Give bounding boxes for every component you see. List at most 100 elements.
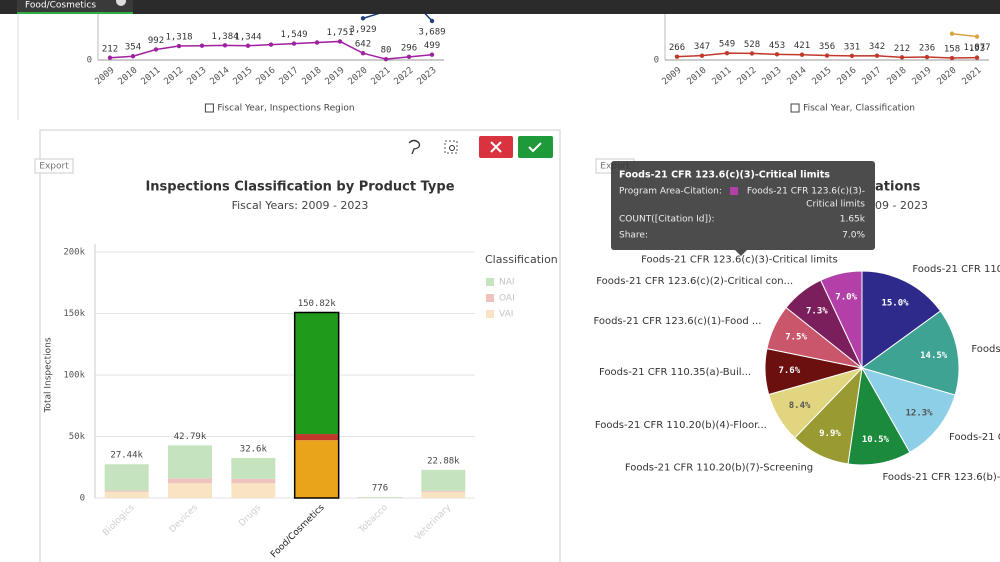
- point: [949, 55, 955, 61]
- legend-swatch: [486, 278, 494, 286]
- tab-label: Food/Cosmetics: [25, 1, 96, 11]
- chart-subtitle: Fiscal Years: 2009 - 2023: [232, 199, 369, 212]
- export-button[interactable]: [34, 158, 74, 174]
- lasso-icon[interactable]: [408, 139, 421, 155]
- slice-label: Foods-21 CFR 110.20(b)(4)-Floor...: [595, 420, 767, 431]
- point: [222, 43, 228, 48]
- value-label: 453: [769, 41, 785, 51]
- x-tick-label: 2021: [960, 66, 983, 88]
- y-tick-label: 150k: [63, 309, 85, 319]
- total-label: 42.79k: [174, 432, 207, 442]
- point: [974, 55, 980, 60]
- y-tick-label: 0: [654, 56, 659, 66]
- bar-segment: [421, 469, 466, 491]
- slice-label: Foods-21 CFR 110...: [912, 264, 1000, 275]
- point: [383, 56, 389, 62]
- x-tick-label: 2019: [910, 66, 933, 88]
- tooltip: Foods-21 CFR 123.6(c)(3)-Critical limits…: [611, 161, 875, 256]
- point: [429, 18, 435, 24]
- bar-segment: [168, 483, 212, 498]
- pie-slice: [861, 270, 942, 369]
- y-tick-label: 50k: [69, 432, 86, 442]
- x-tick-label: 2016: [254, 66, 277, 88]
- series-line: [362, 14, 433, 22]
- point: [799, 52, 805, 57]
- legend-label: NAI: [499, 278, 515, 288]
- slice-value-label: 8.4%: [789, 401, 811, 411]
- bar-segment: [104, 491, 149, 498]
- bar-segment: [231, 478, 276, 484]
- x-tick-label: 2010: [116, 66, 139, 88]
- point: [107, 55, 113, 60]
- x-tick-label: 2020: [346, 66, 369, 88]
- x-tick-label: 2012: [735, 66, 758, 88]
- point: [824, 53, 830, 58]
- bar-segment: [104, 464, 149, 491]
- slice-label: Foods-21 CFR 110.35(a)-Buil...: [599, 367, 751, 378]
- confirm-icon: [528, 142, 542, 153]
- value-label: 992: [148, 36, 164, 46]
- value-label: 212: [102, 44, 118, 54]
- point: [724, 50, 730, 56]
- pie-slice: [820, 270, 863, 369]
- value-label: 331: [844, 42, 860, 52]
- tooltip-label: Program Area-Citation:: [619, 187, 722, 197]
- chart-title: ations: [875, 180, 921, 195]
- x-axis-title: Fiscal Year, Classification: [803, 104, 915, 114]
- value-label: 236: [919, 44, 935, 54]
- confirm-button[interactable]: [518, 136, 553, 158]
- value-label: 296: [401, 43, 417, 53]
- tooltip-label: Share:: [619, 231, 648, 241]
- x-tick-label: 2021: [369, 66, 392, 88]
- bar-segment: [421, 490, 466, 492]
- sheet-tab[interactable]: [17, 0, 133, 12]
- tab-close[interactable]: [116, 0, 126, 6]
- value-label: 549: [719, 40, 735, 50]
- point: [153, 47, 159, 52]
- legend-label: OAI: [499, 294, 515, 304]
- value-label: 3,689: [418, 27, 445, 37]
- bar-segment: [231, 457, 276, 479]
- slice-value-label: 10.5%: [862, 435, 890, 445]
- point: [849, 53, 855, 59]
- tooltip-swatch: [730, 187, 738, 195]
- y-tick-label: 0: [87, 56, 92, 66]
- point: [674, 54, 680, 59]
- point: [924, 54, 930, 60]
- slice-value-label: 15.0%: [881, 299, 909, 309]
- total-label: 27.44k: [110, 451, 143, 461]
- total-label: 150.82k: [298, 299, 337, 309]
- point: [314, 40, 320, 45]
- point: [291, 41, 297, 46]
- x-tick-label: 2009: [93, 66, 116, 88]
- top-bar: [0, 0, 1000, 14]
- bar-segment: [168, 478, 212, 484]
- value-label: 212: [894, 44, 910, 54]
- slice-value-label: 14.5%: [920, 351, 948, 361]
- value-label: 356: [819, 42, 835, 52]
- axis-icon: [204, 103, 214, 113]
- point: [245, 43, 251, 48]
- value-label: 342: [869, 42, 885, 52]
- slice-value-label: 7.3%: [806, 306, 828, 316]
- x-tick-label: 2012: [162, 66, 185, 88]
- point: [874, 53, 880, 58]
- slice-value-label: 7.0%: [835, 293, 857, 303]
- point: [699, 53, 705, 58]
- tab-underline: [17, 12, 133, 14]
- tooltip-value: Critical limits: [806, 200, 865, 210]
- bar-segment: [231, 483, 276, 498]
- pie-slice: [860, 367, 956, 454]
- value-label: 1,549: [280, 30, 307, 40]
- slice-value-label: 9.9%: [819, 429, 841, 439]
- select-icon[interactable]: [444, 140, 458, 154]
- value-label: 421: [794, 41, 810, 51]
- x-tick-label: 2020: [935, 66, 958, 88]
- slice-label: Foods-: [971, 344, 1000, 355]
- toolbar: [408, 136, 553, 158]
- x-tick-label: 2014: [208, 66, 231, 88]
- point: [268, 42, 274, 47]
- bar-segment: [294, 434, 339, 441]
